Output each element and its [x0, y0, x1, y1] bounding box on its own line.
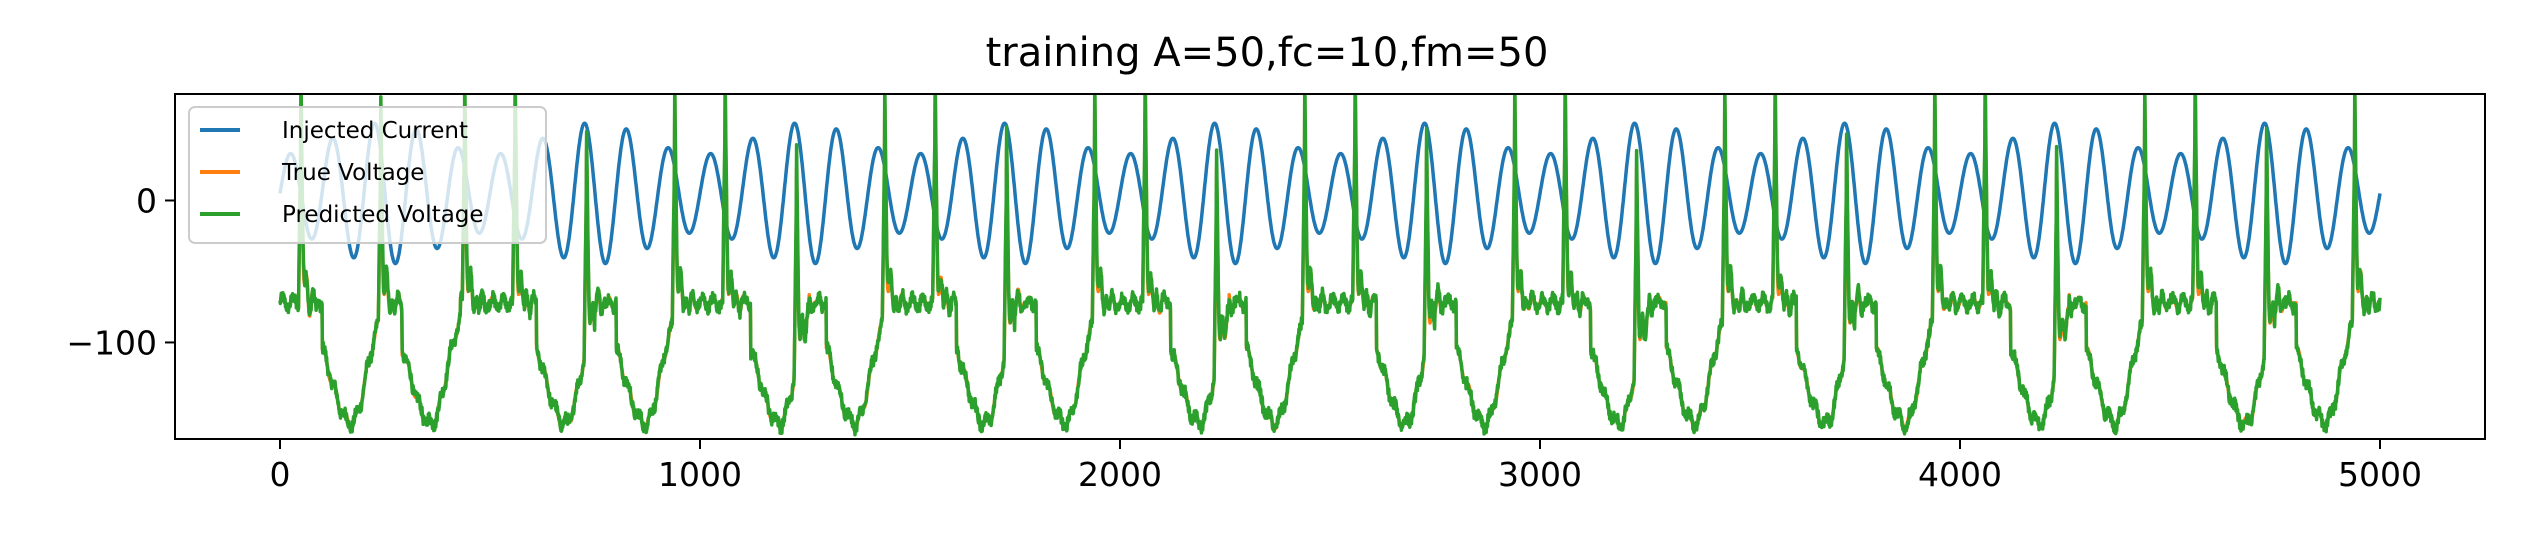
series-line-true-voltage — [278, 94, 2382, 431]
legend-label-predicted-voltage: Predicted Voltage — [282, 202, 484, 228]
x-tick-label: 5000 — [2338, 455, 2422, 494]
y-tick-label: −100 — [66, 323, 157, 362]
series-line-injected-current — [278, 121, 2382, 266]
x-tick-label: 1000 — [658, 455, 742, 494]
legend-box — [188, 106, 547, 244]
plot-area-frame — [174, 93, 2486, 440]
series-layer — [278, 94, 2382, 437]
x-axis: 0 1000 2000 3000 4000 5000 — [270, 439, 2422, 494]
legend-label-injected-current: Injected Current — [282, 118, 468, 144]
x-tick-label: 3000 — [1498, 455, 1582, 494]
x-tick-label: 2000 — [1078, 455, 1162, 494]
y-tick-label: 0 — [136, 181, 157, 220]
x-tick-label: 0 — [270, 455, 291, 494]
legend-label-true-voltage: True Voltage — [281, 160, 424, 186]
y-axis: 0 −100 — [66, 181, 175, 362]
chart-title: training A=50,fc=10,fm=50 — [986, 30, 1549, 76]
x-tick-label: 4000 — [1918, 455, 2002, 494]
series-line-predicted-voltage — [278, 94, 2382, 437]
legend: Injected Current True Voltage Predicted … — [188, 106, 547, 244]
